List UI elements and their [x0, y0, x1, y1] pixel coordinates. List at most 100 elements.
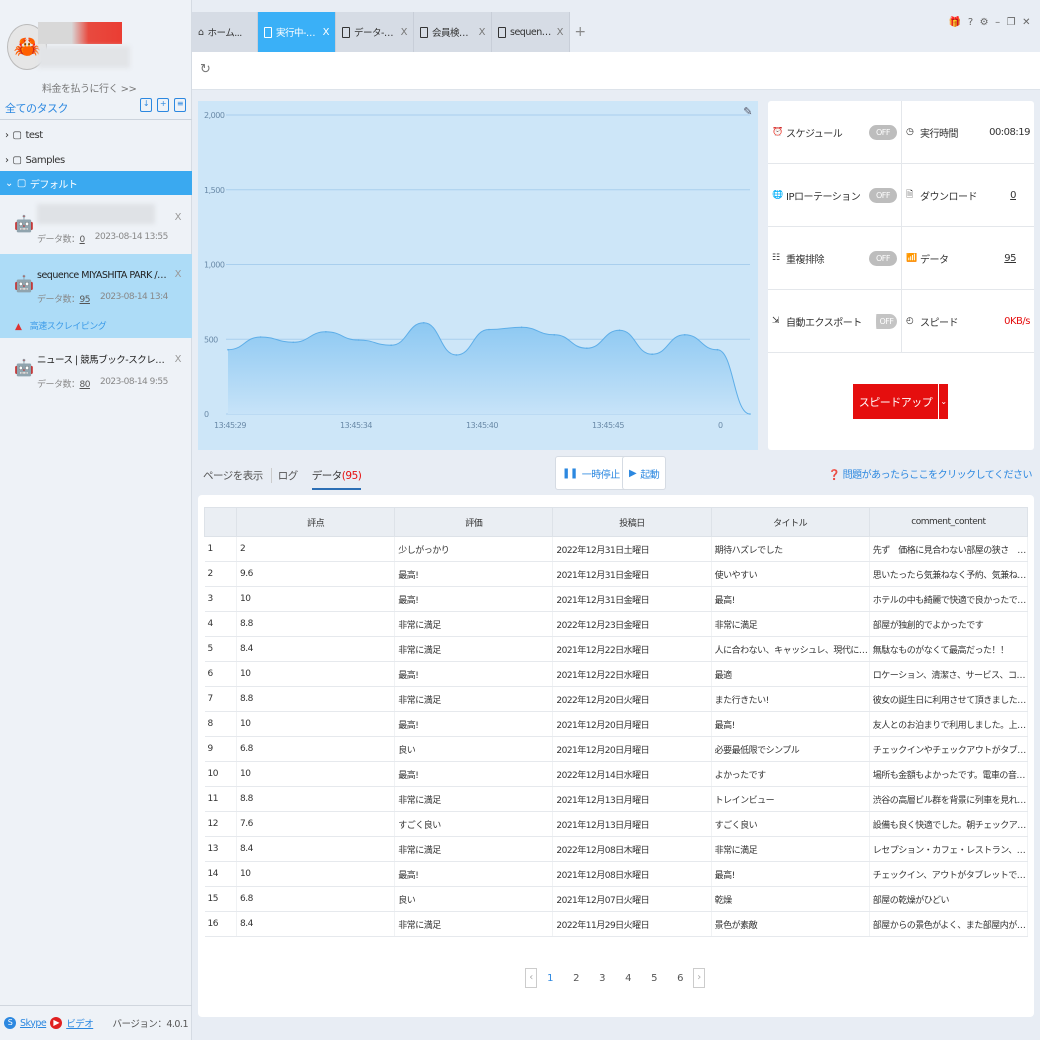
next-page-button[interactable]: › — [693, 968, 705, 988]
pay-link[interactable]: 料金を払うに行く >> — [42, 84, 137, 95]
close-task-button[interactable]: X — [174, 354, 182, 365]
pause-button[interactable]: ❚❚ 一時停止 — [555, 456, 627, 490]
new-task-icon[interactable]: + — [157, 98, 169, 112]
table-cell: 8.8 — [236, 786, 396, 812]
folder-settings-icon[interactable]: ≡ — [174, 98, 186, 112]
tab-home[interactable]: ⌂ ホーム... — [192, 12, 258, 52]
tab-data-view[interactable]: データ(95) — [311, 468, 362, 490]
table-row[interactable]: 14 10 最高! 2021年12月08日水曜日 最高! チェックイン、アウトがタブレット… — [204, 861, 1029, 887]
edit-icon[interactable]: ✎ — [743, 105, 752, 118]
page-2[interactable]: 2 — [573, 972, 579, 984]
data-point — [390, 344, 392, 347]
table-cell: 良い — [394, 886, 554, 912]
gift-icon[interactable]: 🎁 — [948, 17, 961, 28]
stats-panel: ⏰ スケジュール OFF ◷ 実行時間 00:08:19 🌐 IPローテーション OFF 🗎… — [768, 101, 1034, 450]
table-row[interactable]: 4 8.8 非常に満足 2022年12月23日金曜日 非常に満足 部屋が独創的でよかったで… — [204, 611, 1029, 637]
schedule-toggle[interactable]: OFF — [869, 124, 897, 140]
help-icon[interactable]: ? — [967, 17, 973, 28]
tab-member-search[interactable]: 会員検索... X — [414, 12, 492, 52]
task-item[interactable]: ニュース | 競馬ブック-スクレイピング中 データ数：802023-08-14 … — [37, 355, 168, 390]
restore-icon[interactable]: ❐ — [1006, 17, 1016, 28]
data-point — [651, 353, 653, 355]
column-header[interactable]: 評点 — [235, 507, 396, 537]
video-link[interactable]: ビデオ — [66, 1019, 94, 1030]
table-row[interactable]: 5 8.4 非常に満足 2021年12月22日水曜日 人に合わない、キャッシュレ、現代に… — [204, 636, 1029, 662]
folder-default[interactable]: ⌄ ▢ デフォルト — [0, 171, 192, 195]
tab-running[interactable]: 実行中-se... X — [258, 12, 336, 52]
dedupe-toggle[interactable]: OFF — [869, 250, 897, 266]
scrape-mode: 高速スクレイピング — [29, 322, 107, 332]
table-row[interactable]: 7 8.8 非常に満足 2022年12月20日火曜日 また行きたい! 彼女の誕生日に利用さ… — [204, 686, 1029, 712]
close-tab-icon[interactable]: X — [556, 26, 564, 38]
prev-page-button[interactable]: ‹ — [525, 968, 537, 988]
file-download-icon: 🗎 — [906, 190, 913, 200]
page-1[interactable]: 1 — [547, 972, 553, 984]
help-link[interactable]: ❓ 問題があったらここをクリックしてください — [827, 470, 1033, 481]
minimize-icon[interactable]: – — [995, 17, 1000, 28]
close-task-button[interactable]: X — [174, 212, 182, 223]
settings-icon[interactable]: ⚙ — [979, 17, 989, 28]
table-row[interactable]: 1 2 少しがっかり 2022年12月31日土曜日 期待ハズレでした 先ず 価格に見合わな… — [204, 536, 1029, 562]
folder-samples[interactable]: › ▢ Samples — [5, 154, 65, 166]
x-tick-label: 0 — [718, 421, 723, 430]
table-row[interactable]: 6 10 最高! 2021年12月22日水曜日 最適 ロケーション、清潔さ、サービス、コス… — [204, 661, 1029, 687]
tab-show-page[interactable]: ページを表示 — [203, 470, 263, 482]
table-cell: 期待ハズレでした — [711, 536, 870, 562]
table-row[interactable]: 16 8.4 非常に満足 2022年11月29日火曜日 景色が素敵 部屋からの景色がよく、… — [204, 911, 1029, 937]
folder-test[interactable]: › ▢ test — [5, 129, 43, 141]
task-item-active[interactable]: sequence MIYASHITA PARK / 渋谷 宿-ス... データ数… — [0, 254, 192, 338]
start-button[interactable]: ▶ 起動 — [622, 456, 667, 490]
table-cell: 2021年12月22日水曜日 — [552, 636, 712, 662]
table-cell: 5 — [204, 636, 237, 662]
clock-icon: ◷ — [906, 127, 914, 137]
folder-icon: ▢ — [16, 177, 26, 189]
close-tab-icon[interactable]: X — [322, 26, 330, 38]
table-cell: 彼女の誕生日に利用させて頂きました。景色が良... — [869, 686, 1029, 712]
tab-sequence[interactable]: sequence ...X — [492, 12, 570, 52]
table-row[interactable]: 3 10 最高! 2021年12月31日金曜日 最高! ホテルの中も綺麗で快適で良かったで… — [204, 586, 1029, 612]
tab-data[interactable]: データ-se... X — [336, 12, 414, 52]
address-bar[interactable]: ↻ — [192, 52, 1040, 90]
table-row[interactable]: 9 6.8 良い 2021年12月20日月曜日 必要最低限でシンプル チェックインやチェッ… — [204, 736, 1029, 762]
tab-bar: ⌂ ホーム... 実行中-se... X データ-se... X 会員検索... X s… — [192, 12, 590, 52]
page-4[interactable]: 4 — [625, 972, 631, 984]
page-3[interactable]: 3 — [599, 972, 605, 984]
table-cell: 2021年12月20日月曜日 — [552, 736, 712, 762]
ip-rotation-toggle[interactable]: OFF — [869, 187, 897, 203]
column-header[interactable] — [204, 507, 237, 537]
page-5[interactable]: 5 — [651, 972, 657, 984]
all-tasks-label[interactable]: 全てのタスク — [5, 102, 69, 115]
table-cell: 最高! — [711, 711, 870, 737]
table-row[interactable]: 11 8.8 非常に満足 2021年12月13日月曜日 トレインビュー 渋谷の高層ビル群を… — [204, 786, 1029, 812]
table-row[interactable]: 2 9.6 最高! 2021年12月31日金曜日 使いやすい 思いたったら気兼ねなく予約、… — [204, 561, 1029, 587]
page-icon — [342, 26, 350, 38]
new-tab-button[interactable]: + — [574, 24, 586, 40]
table-cell: 乾燥 — [711, 886, 870, 912]
table-row[interactable]: 10 10 最高! 2022年12月14日水曜日 よかったです 場所も金額もよかったです。… — [204, 761, 1029, 787]
x-tick-label: 13:45:40 — [466, 421, 498, 430]
column-header[interactable]: 投稿日 — [552, 507, 712, 537]
table-row[interactable]: 12 7.6 すごく良い 2021年12月13日月曜日 すごく良い 設備も良く快適でした。… — [204, 811, 1029, 837]
chevron-down-icon[interactable]: ⌄ — [938, 384, 948, 419]
column-header[interactable]: タイトル — [710, 507, 870, 537]
close-tab-icon[interactable]: X — [400, 26, 408, 38]
column-header[interactable]: comment_content — [868, 507, 1029, 537]
table-row[interactable]: 13 8.4 非常に満足 2022年12月08日木曜日 非常に満足 レセプション・カフェ・… — [204, 836, 1029, 862]
column-header[interactable]: 評価 — [394, 507, 554, 537]
table-row[interactable]: 15 6.8 良い 2021年12月07日火曜日 乾燥 部屋の乾燥がひどい — [204, 886, 1029, 912]
import-icon[interactable]: ↓ — [140, 98, 152, 112]
table-row[interactable]: 8 10 最高! 2021年12月20日月曜日 最高! 友人とのお泊まりで利用しました。上… — [204, 711, 1029, 737]
table-cell: 非常に満足 — [394, 836, 554, 862]
table-cell: 2022年12月14日水曜日 — [552, 761, 712, 787]
refresh-icon[interactable]: ↻ — [200, 62, 211, 77]
globe-icon: 🌐 — [772, 190, 783, 200]
page-6[interactable]: 6 — [677, 972, 683, 984]
close-window-icon[interactable]: ✕ — [1022, 17, 1030, 28]
skype-link[interactable]: Skype — [20, 1017, 47, 1029]
speed-up-button[interactable]: スピードアップ ⌄ — [853, 384, 948, 419]
close-tab-icon[interactable]: X — [478, 26, 486, 38]
auto-export-toggle[interactable]: OFF — [869, 313, 897, 329]
tab-log[interactable]: ログ — [270, 468, 298, 483]
close-task-button[interactable]: X — [174, 269, 182, 280]
